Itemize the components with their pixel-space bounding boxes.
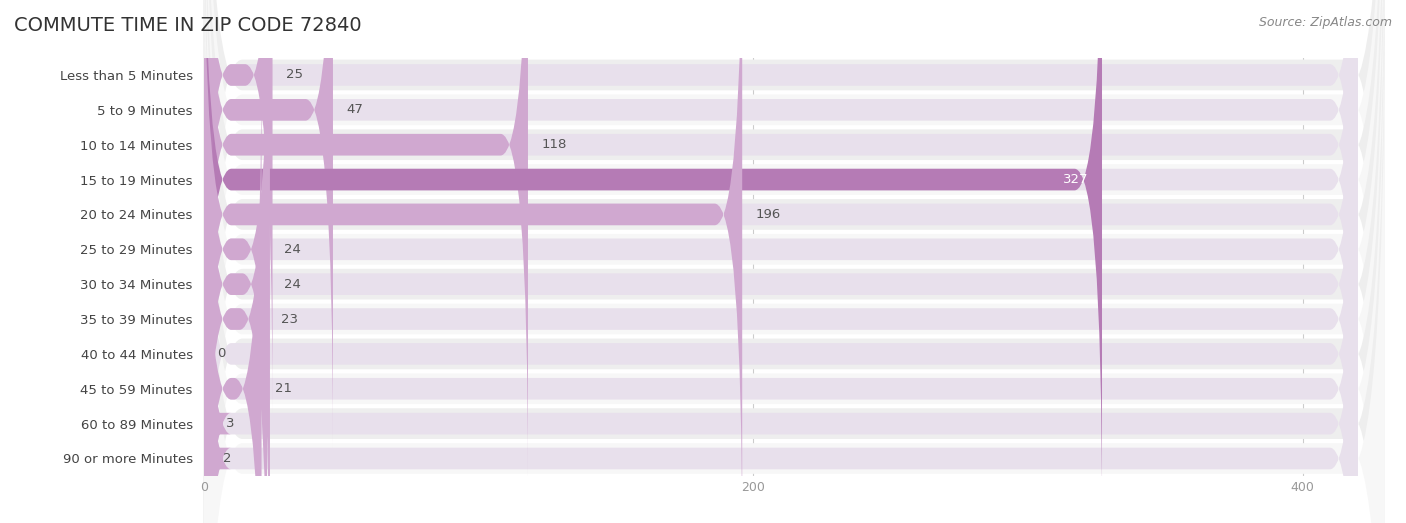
Text: 21: 21 [276, 382, 292, 395]
FancyBboxPatch shape [204, 0, 1357, 523]
FancyBboxPatch shape [204, 0, 1385, 523]
FancyBboxPatch shape [204, 0, 273, 413]
Text: 2: 2 [224, 452, 232, 465]
FancyBboxPatch shape [204, 0, 1102, 517]
FancyBboxPatch shape [204, 0, 270, 523]
FancyBboxPatch shape [204, 0, 1385, 523]
FancyBboxPatch shape [204, 0, 1385, 523]
FancyBboxPatch shape [204, 0, 1385, 523]
FancyBboxPatch shape [204, 0, 1357, 523]
FancyBboxPatch shape [204, 0, 1357, 523]
Text: 118: 118 [541, 138, 567, 151]
Text: 47: 47 [347, 104, 364, 116]
FancyBboxPatch shape [204, 0, 1385, 523]
FancyBboxPatch shape [204, 0, 1357, 483]
Text: COMMUTE TIME IN ZIP CODE 72840: COMMUTE TIME IN ZIP CODE 72840 [14, 16, 361, 35]
FancyBboxPatch shape [204, 0, 1357, 413]
FancyBboxPatch shape [184, 86, 232, 523]
Text: 25: 25 [287, 69, 304, 82]
FancyBboxPatch shape [204, 0, 1357, 448]
FancyBboxPatch shape [204, 0, 1385, 523]
FancyBboxPatch shape [204, 16, 1357, 523]
FancyBboxPatch shape [204, 0, 1385, 523]
FancyBboxPatch shape [204, 0, 1385, 523]
FancyBboxPatch shape [204, 86, 1357, 523]
FancyBboxPatch shape [204, 0, 267, 523]
Text: 0: 0 [218, 347, 226, 360]
Text: Source: ZipAtlas.com: Source: ZipAtlas.com [1258, 16, 1392, 29]
FancyBboxPatch shape [204, 51, 1357, 523]
FancyBboxPatch shape [204, 0, 333, 448]
Text: 327: 327 [1063, 173, 1088, 186]
Text: 196: 196 [756, 208, 782, 221]
Text: 24: 24 [284, 243, 301, 256]
FancyBboxPatch shape [204, 0, 270, 523]
FancyBboxPatch shape [181, 121, 232, 523]
FancyBboxPatch shape [204, 0, 1385, 523]
FancyBboxPatch shape [204, 0, 1385, 523]
Text: 3: 3 [226, 417, 235, 430]
FancyBboxPatch shape [204, 51, 262, 523]
FancyBboxPatch shape [204, 121, 1357, 523]
FancyBboxPatch shape [204, 0, 1357, 517]
FancyBboxPatch shape [204, 0, 1385, 523]
FancyBboxPatch shape [204, 0, 529, 483]
FancyBboxPatch shape [204, 0, 1385, 523]
FancyBboxPatch shape [204, 0, 1357, 523]
Text: 23: 23 [281, 313, 298, 325]
FancyBboxPatch shape [204, 0, 742, 523]
Text: 24: 24 [284, 278, 301, 291]
